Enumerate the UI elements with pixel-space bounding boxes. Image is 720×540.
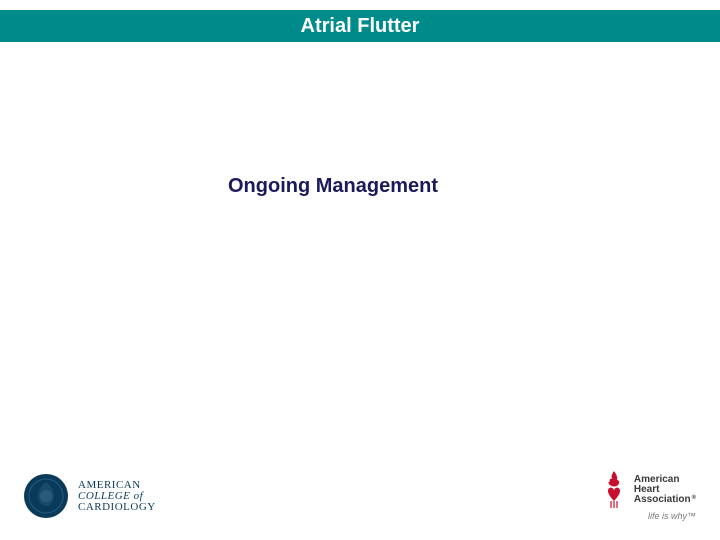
title-bar: Atrial Flutter [0,10,720,42]
acc-logo: AMERICAN COLLEGE of CARDIOLOGY [24,474,156,518]
subtitle-text: Ongoing Management [228,175,438,198]
aha-reg-mark: ® [692,495,696,501]
slide: Atrial Flutter Ongoing Management AMERIC… [0,0,720,540]
acc-name-line3: CARDIOLOGY [78,502,156,513]
acc-seal-svg-icon [24,474,68,518]
aha-tagline: life is why™ [648,511,696,521]
acc-name-line2: COLLEGE of [78,491,156,502]
aha-logo-row: American Heart Association ® [600,471,696,509]
acc-name: AMERICAN COLLEGE of CARDIOLOGY [78,480,156,513]
aha-logo: American Heart Association ® life is why… [600,471,696,521]
acc-name-line1: AMERICAN [78,480,156,491]
aha-name-line3: Association [634,495,691,505]
acc-seal-icon [24,474,68,518]
footer: AMERICAN COLLEGE of CARDIOLOGY [0,470,720,540]
title-text: Atrial Flutter [301,15,420,38]
aha-heart-torch-icon [600,471,628,509]
aha-name: American Heart Association ® [634,475,696,505]
aha-name-line3-wrap: Association ® [634,495,696,505]
